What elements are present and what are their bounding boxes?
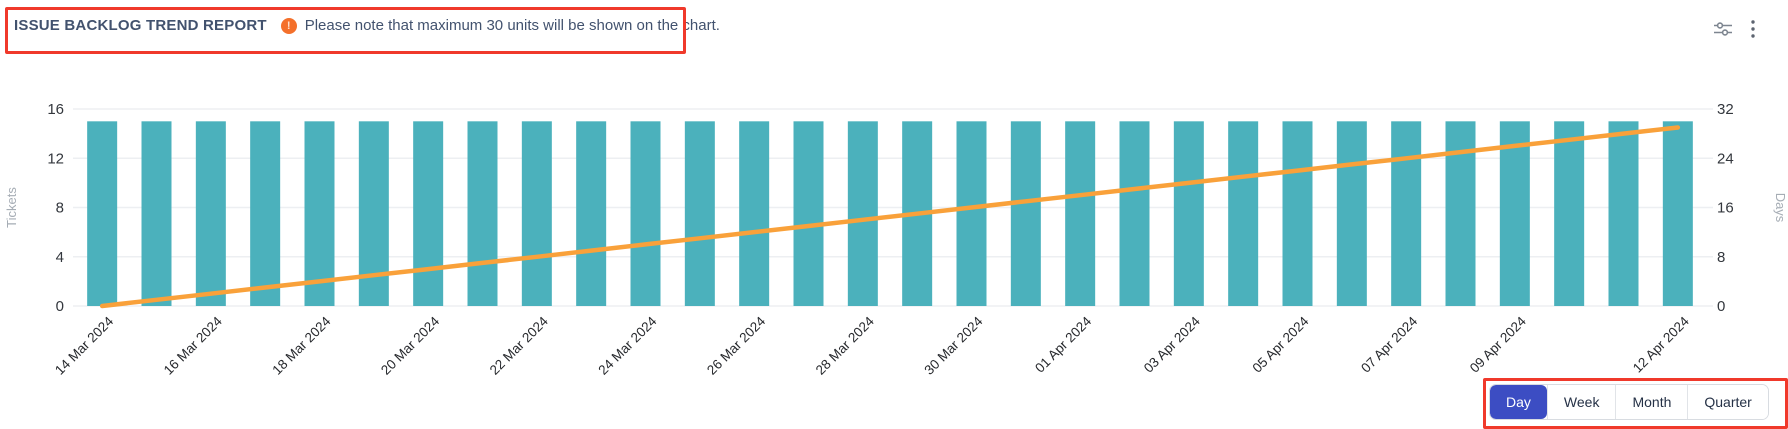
line-series [99,125,1681,309]
bar [521,121,552,306]
x-axis-label: 03 Apr 2024 [1141,313,1203,375]
bar [1608,121,1639,306]
range-button-day[interactable]: Day [1490,385,1547,419]
right-axis-tick: 0 [1717,298,1725,315]
x-axis-label: 16 Mar 2024 [161,313,226,378]
right-axis-tick: 16 [1717,200,1734,217]
right-axis-tick: 32 [1717,101,1734,118]
x-axis-label: 30 Mar 2024 [921,313,986,378]
bar [141,121,172,306]
bar [1336,121,1367,306]
max-units-note: Please note that maximum 30 units will b… [304,17,720,34]
bar [847,121,878,306]
left-axis-tick: 8 [56,200,64,217]
bar [1391,121,1422,306]
chart-toolbar [1710,16,1758,42]
bar [630,121,661,306]
report-title: ISSUE BACKLOG TREND REPORT [14,17,267,34]
bar [739,121,770,306]
x-axis-label: 12 Apr 2024 [1630,313,1692,375]
left-axis-tick: 4 [56,249,64,266]
x-axis-label: 07 Apr 2024 [1358,313,1420,375]
bar [576,121,607,306]
bar [1499,121,1530,306]
x-axis-label: 28 Mar 2024 [813,313,878,378]
x-axis-label: 24 Mar 2024 [595,313,660,378]
bar [413,121,444,306]
report-header: ISSUE BACKLOG TREND REPORT ! Please note… [14,17,720,34]
range-button-week[interactable]: Week [1546,385,1616,419]
x-axis-label: 20 Mar 2024 [378,313,443,378]
bar [467,121,498,306]
bar [684,121,715,306]
x-axis-label: 18 Mar 2024 [269,313,334,378]
exclamation-circle-icon: ! [280,17,297,34]
bar [250,121,281,306]
x-axis-label: 09 Apr 2024 [1467,313,1529,375]
range-toggle-group: Day Week Month Quarter [1489,384,1769,420]
x-axis-label: 05 Apr 2024 [1250,313,1312,375]
bar [956,121,987,306]
x-axis-label: 01 Apr 2024 [1032,313,1094,375]
bar [195,121,226,306]
bar [1010,121,1041,306]
right-axis-title: Days [1773,193,1788,223]
left-axis-tick: 16 [47,101,64,118]
right-axis-tick: 8 [1717,249,1725,266]
bar [1119,121,1150,306]
bar [1173,121,1204,306]
right-axis-tick: 24 [1717,150,1734,167]
kebab-menu-icon[interactable] [1748,16,1758,42]
left-axis-tick: 0 [56,298,64,315]
bar [304,121,335,306]
x-axis-label: 22 Mar 2024 [487,313,552,378]
bar [87,121,118,306]
bar [1662,121,1693,306]
filter-sliders-icon[interactable] [1710,17,1736,41]
bar [1065,121,1096,306]
bar [1282,121,1313,306]
bar [793,121,824,306]
bar [1228,121,1259,306]
range-button-quarter[interactable]: Quarter [1687,385,1768,419]
range-button-month[interactable]: Month [1615,385,1688,419]
left-axis-title: Tickets [4,187,19,228]
x-axis-label: 14 Mar 2024 [52,313,117,378]
bar [1554,121,1585,306]
x-axis-label: 26 Mar 2024 [704,313,769,378]
left-axis-tick: 12 [47,150,64,167]
